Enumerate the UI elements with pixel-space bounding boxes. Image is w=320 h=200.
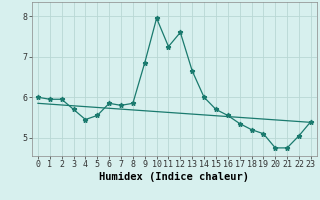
X-axis label: Humidex (Indice chaleur): Humidex (Indice chaleur) [100, 172, 249, 182]
